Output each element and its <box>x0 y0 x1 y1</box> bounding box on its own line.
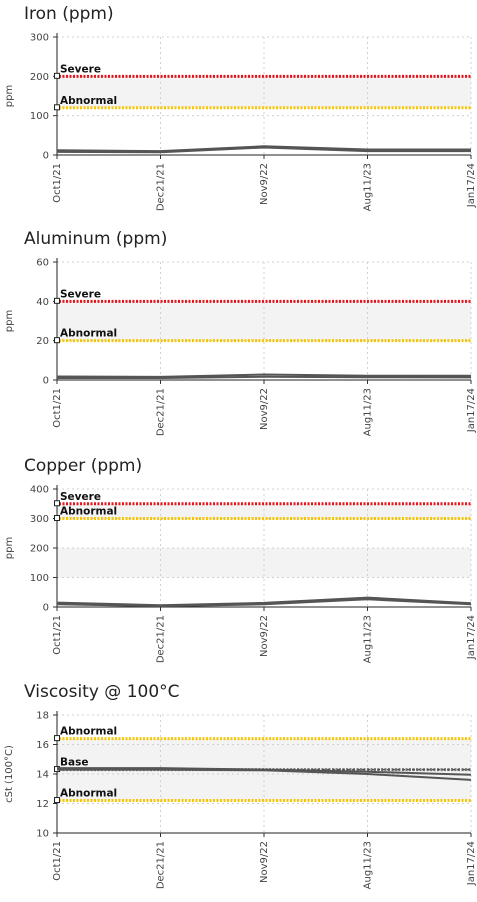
y-tick-label: 300 <box>30 33 49 44</box>
limit-label: Abnormal <box>60 788 117 800</box>
x-tick-label: Oct1/21 <box>52 163 63 203</box>
y-tick-label: 10 <box>36 829 49 840</box>
chart-panel-copper: Copper (ppm) 0 100 200 300 400 Oct1/21 Dec21/2… <box>0 452 477 676</box>
x-tick-label: Nov9/22 <box>259 615 270 657</box>
x-tick-label: Aug11/23 <box>363 163 374 211</box>
chart-title: Viscosity @ 100°C <box>24 682 180 702</box>
y-tick-label: 200 <box>30 544 49 555</box>
chart-title: Iron (ppm) <box>24 4 114 24</box>
y-axis-label: cSt (100°C) <box>4 745 15 803</box>
chart-title: Aluminum (ppm) <box>24 229 168 249</box>
y-tick-label: 40 <box>36 297 49 308</box>
y-tick-label: 100 <box>30 111 49 122</box>
limit-marker <box>54 72 60 79</box>
chart-plot-copper: 0 100 200 300 400 Oct1/21 Dec21/21 Nov9/22 Aug11… <box>4 485 477 664</box>
chart-plot-iron: 0 100 200 300 Oct1/21 Dec21/21 Nov9/22 Aug11/23… <box>4 33 477 212</box>
y-tick-label: 18 <box>36 711 49 722</box>
limit-marker <box>54 104 60 111</box>
data-series-line <box>56 146 471 154</box>
limit-label: Severe <box>60 63 101 75</box>
data-series-line <box>56 598 472 608</box>
limit-label: Abnormal <box>60 506 117 518</box>
x-tick-label: Aug11/23 <box>363 841 374 889</box>
limit-label: Abnormal <box>60 726 117 738</box>
y-tick-label: 12 <box>36 799 49 810</box>
x-tick-label: Nov9/22 <box>259 388 270 430</box>
data-series-line <box>56 596 472 607</box>
y-tick-label: 300 <box>30 514 49 525</box>
x-tick-label: Jan17/24 <box>466 388 477 433</box>
y-tick-label: 200 <box>30 72 49 83</box>
x-tick-label: Dec21/21 <box>156 388 167 436</box>
limit-marker <box>54 797 60 804</box>
y-tick-label: 14 <box>36 770 49 781</box>
y-tick-label: 0 <box>43 151 49 162</box>
data-series-line <box>56 145 471 153</box>
chart-panel-viscosity: Viscosity @ 100°C 10 12 14 16 18 Oct1/21 Dec21… <box>0 678 477 902</box>
data-series-line <box>57 375 472 379</box>
limit-marker <box>54 735 60 742</box>
x-tick-label: Oct1/21 <box>52 615 63 655</box>
x-tick-label: Oct1/21 <box>52 388 63 428</box>
limit-label: Base <box>60 757 88 769</box>
limit-marker <box>54 337 60 344</box>
limit-label: Abnormal <box>60 328 117 340</box>
y-tick-label: 0 <box>43 376 49 387</box>
x-tick-label: Dec21/21 <box>156 163 167 211</box>
chart-panel-aluminum: Aluminum (ppm) 0 20 40 60 Oct1/21 Dec21/21 Nov… <box>0 225 477 449</box>
x-tick-label: Aug11/23 <box>363 615 374 663</box>
limit-label: Severe <box>60 288 101 300</box>
x-tick-label: Jan17/24 <box>466 163 477 208</box>
y-tick-label: 60 <box>36 258 49 269</box>
x-tick-label: Oct1/21 <box>52 841 63 881</box>
chart-panel-iron: Iron (ppm) 0 100 200 300 Oct1/21 Dec21/21 Nov9… <box>0 0 477 224</box>
y-axis-label: ppm <box>4 85 15 107</box>
x-tick-label: Nov9/22 <box>259 163 270 205</box>
y-axis-label: ppm <box>4 310 15 332</box>
chart-title: Copper (ppm) <box>24 456 143 476</box>
x-tick-label: Dec21/21 <box>156 615 167 663</box>
y-tick-label: 400 <box>30 485 49 496</box>
limit-label: Severe <box>60 491 101 503</box>
chart-plot-viscosity: 10 12 14 16 18 Oct1/21 Dec21/21 Nov9/22 Aug11/23… <box>4 711 477 890</box>
limit-marker <box>54 515 60 521</box>
y-tick-label: 100 <box>30 573 49 584</box>
y-tick-label: 0 <box>43 603 49 614</box>
x-tick-label: Nov9/22 <box>259 841 270 883</box>
x-tick-label: Jan17/24 <box>466 841 477 886</box>
limit-marker <box>54 297 60 304</box>
limit-marker <box>54 500 60 507</box>
data-series-line <box>57 768 472 781</box>
y-axis-label: ppm <box>4 537 15 559</box>
y-tick-label: 16 <box>36 740 49 751</box>
x-tick-label: Dec21/21 <box>156 841 167 889</box>
limit-label: Abnormal <box>60 95 117 107</box>
chart-plot-aluminum: 0 20 40 60 Oct1/21 Dec21/21 Nov9/22 Aug11/23 Jan… <box>4 258 477 437</box>
data-series-line <box>56 373 471 378</box>
limit-band <box>57 548 471 578</box>
y-tick-label: 20 <box>36 336 49 347</box>
x-tick-label: Jan17/24 <box>466 615 477 660</box>
x-tick-label: Aug11/23 <box>363 388 374 436</box>
